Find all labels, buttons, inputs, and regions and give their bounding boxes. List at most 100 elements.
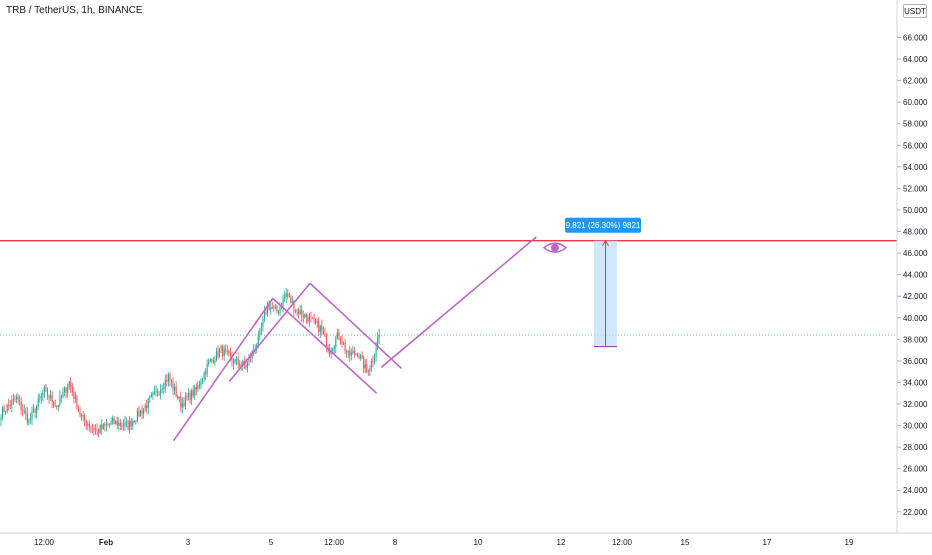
candle-body (129, 420, 131, 430)
candle-body (54, 405, 56, 407)
candle (15, 393, 18, 404)
candle-body (377, 337, 379, 348)
candle-body (203, 372, 205, 380)
candle-body (343, 343, 345, 345)
candle-body (277, 312, 279, 314)
candle (115, 420, 117, 425)
candle (60, 394, 62, 403)
candle (57, 404, 59, 412)
candle-body (296, 309, 298, 312)
candle-body (181, 402, 183, 408)
candle (302, 310, 304, 324)
candle (198, 380, 200, 390)
candle-body (267, 303, 269, 314)
candle (99, 423, 101, 434)
price-tick-label: 66.000 (903, 33, 928, 42)
candle (90, 425, 92, 434)
price-tick-label: 24.000 (903, 486, 928, 495)
symbol-title[interactable]: TRB / TetherUS, 1h, BINANCE (6, 5, 143, 16)
candle-body (240, 365, 242, 367)
price-tick-label: 56.000 (903, 141, 928, 150)
candle (19, 395, 21, 406)
candle-body (1, 407, 4, 418)
candle-body (95, 429, 97, 431)
candle-body (325, 335, 328, 348)
candle-body (332, 348, 334, 352)
candle-body (153, 391, 155, 394)
candle (170, 379, 173, 388)
candle-body (130, 420, 132, 427)
candle (9, 400, 11, 410)
candle-body (268, 303, 270, 310)
candle (139, 409, 142, 417)
candle-body (344, 343, 346, 351)
candle (65, 387, 67, 399)
price-tick-label: 54.000 (903, 163, 928, 172)
candle-body (91, 427, 93, 428)
candle-body (178, 396, 180, 399)
candle (282, 294, 284, 313)
candle-body (197, 384, 199, 390)
candle (161, 384, 163, 394)
candle-body (25, 410, 27, 414)
candle-body (200, 382, 202, 386)
candle-body (184, 395, 186, 407)
candle-body (318, 321, 320, 332)
candle (316, 318, 318, 328)
candle (301, 304, 303, 322)
candle (71, 383, 73, 397)
candle-body (239, 363, 241, 367)
candle-body (22, 409, 24, 412)
candle (212, 357, 214, 364)
candle (250, 352, 252, 363)
candle-body (177, 396, 179, 399)
candle-body (302, 315, 304, 318)
candle (274, 303, 276, 310)
candle-body (322, 331, 324, 334)
candle (361, 351, 363, 360)
candle-body (212, 359, 214, 363)
currency-badge[interactable]: USDT (903, 4, 927, 18)
candle (175, 381, 177, 398)
candle (169, 372, 171, 387)
candle (310, 311, 312, 323)
candle-body (170, 380, 173, 382)
candle-body (175, 386, 177, 397)
candle-body (65, 387, 67, 393)
price-tick-label: 62.000 (903, 77, 928, 86)
candle-body (226, 350, 228, 352)
candle (299, 305, 301, 315)
candle (8, 398, 10, 411)
candle-body (157, 390, 159, 394)
candle-body (353, 351, 355, 355)
candle (82, 410, 84, 422)
channel-trendline (172, 297, 274, 442)
candle-body (228, 350, 230, 353)
candle (20, 396, 22, 415)
drawings-layer[interactable]: 9.821 (26.30%) 982147.14838.40012:45 (0, 217, 932, 442)
price-tick-label: 30.000 (903, 422, 928, 431)
candle (341, 335, 343, 348)
candle-body (124, 422, 126, 426)
candle-body (270, 307, 272, 310)
candle-body (57, 405, 59, 407)
candle-body (28, 419, 30, 423)
candle (294, 309, 297, 314)
candle (291, 296, 293, 305)
candle-body (209, 359, 211, 362)
candle-body (155, 390, 157, 392)
candle (209, 358, 211, 363)
candle-body (350, 352, 352, 356)
candle-body (96, 429, 98, 431)
candle-body (0, 417, 2, 420)
candle (189, 390, 191, 404)
candle (346, 349, 348, 358)
candle-body (294, 311, 297, 312)
candle-body (107, 424, 109, 426)
candle-body (37, 399, 39, 407)
candle (307, 314, 309, 325)
candle (28, 418, 30, 426)
